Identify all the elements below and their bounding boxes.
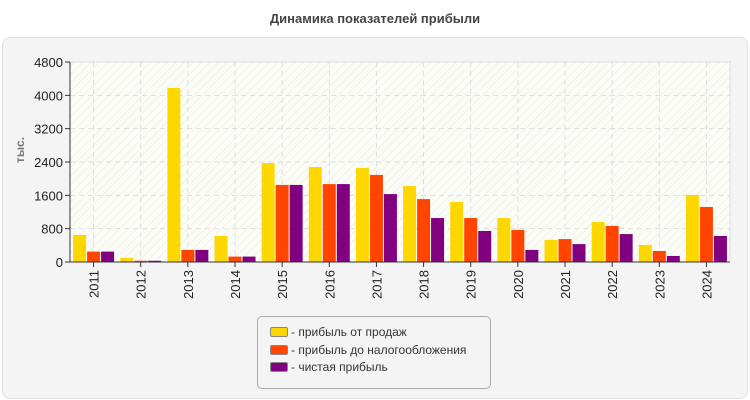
bar (242, 256, 256, 262)
bar (120, 257, 134, 262)
bar (403, 185, 417, 262)
bar (148, 260, 162, 262)
bar (73, 234, 87, 262)
chart-title: Динамика показателей прибыли (269, 11, 481, 26)
x-tick-label: 2016 (322, 270, 337, 299)
bar (544, 239, 558, 262)
bar (417, 199, 431, 262)
legend-label: - прибыль от продаж (291, 325, 407, 339)
x-tick-label: 2013 (181, 270, 196, 299)
bar (619, 234, 633, 262)
bar (652, 250, 666, 262)
bar (181, 249, 195, 262)
legend-label: - прибыль до налогообложения (291, 343, 467, 357)
y-tick-label: 3200 (34, 122, 63, 137)
bar (275, 184, 289, 262)
x-tick-label: 2017 (369, 270, 384, 299)
x-tick-label: 2015 (275, 270, 290, 299)
bar (101, 251, 115, 262)
bar (322, 184, 336, 262)
bar (383, 194, 397, 262)
x-tick-label: 2019 (464, 270, 479, 299)
y-tick-label: 800 (41, 222, 63, 237)
y-tick-label: 0 (56, 255, 63, 270)
bar (134, 260, 148, 262)
bar (228, 256, 242, 262)
bar (336, 184, 350, 262)
bar (497, 218, 511, 262)
x-tick-label: 2011 (87, 270, 102, 298)
y-axis-label: тыс. (13, 137, 27, 163)
bar (478, 230, 492, 262)
bar (591, 222, 605, 262)
x-tick-label: 2021 (558, 270, 573, 299)
legend-item: - чистая прибыль (270, 360, 388, 374)
x-tick-label: 2023 (652, 270, 667, 299)
y-tick-label: 4000 (34, 88, 63, 103)
bar (289, 184, 303, 262)
bar (572, 244, 586, 262)
legend-swatch (270, 345, 288, 355)
bar (355, 168, 369, 262)
bar (525, 249, 539, 262)
bar (699, 207, 713, 262)
x-tick-label: 2018 (417, 270, 432, 299)
bar (450, 202, 464, 262)
bar (214, 235, 228, 262)
bar (87, 251, 101, 262)
bar (369, 174, 383, 262)
y-tick-label: 2400 (34, 155, 63, 170)
bar (511, 229, 525, 262)
legend-swatch (270, 362, 288, 372)
legend-label: - чистая прибыль (291, 360, 388, 374)
bar (605, 225, 619, 262)
legend: - прибыль от продаж - прибыль до налогоо… (257, 316, 491, 389)
x-tick-label: 2012 (134, 270, 149, 299)
bar (431, 218, 445, 262)
bar (195, 249, 209, 262)
bar (464, 218, 478, 262)
legend-item: - прибыль до налогообложения (270, 343, 466, 357)
bar (685, 194, 699, 262)
bar (713, 235, 727, 262)
y-tick-label: 4800 (34, 55, 63, 70)
bar (638, 244, 652, 262)
x-tick-label: 2024 (699, 270, 714, 299)
bar (666, 255, 680, 262)
x-tick-label: 2020 (511, 270, 526, 299)
bar (167, 88, 181, 263)
x-tick-label: 2014 (228, 270, 243, 299)
bar (308, 167, 322, 262)
y-tick-label: 1600 (34, 188, 63, 203)
legend-item: - прибыль от продаж (270, 325, 407, 339)
x-tick-label: 2022 (605, 270, 620, 299)
bar (261, 163, 275, 262)
legend-swatch (270, 327, 288, 337)
bar (558, 239, 572, 262)
